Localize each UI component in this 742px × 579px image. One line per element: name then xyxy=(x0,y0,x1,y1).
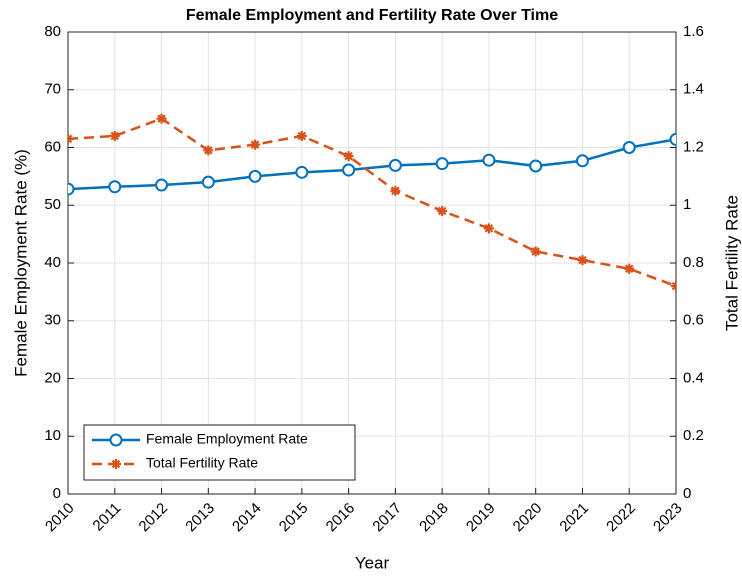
legend-box xyxy=(83,424,356,481)
x-axis-label: Year xyxy=(355,553,390,572)
legend-marker xyxy=(109,433,123,447)
y2-tick-label: 0.6 xyxy=(683,312,704,329)
marker xyxy=(530,246,541,257)
y2-tick-label: 0.2 xyxy=(683,427,704,444)
line xyxy=(68,117,676,288)
marker xyxy=(68,182,75,196)
marker xyxy=(156,113,167,124)
y-tick-label: 80 xyxy=(44,23,61,40)
y-tick-label: 70 xyxy=(44,81,61,98)
chart-title: Female Employment and Fertility Rate Ove… xyxy=(186,7,558,24)
marker xyxy=(155,178,169,192)
legend-label: Female Employment Rate xyxy=(146,431,308,447)
marker xyxy=(622,141,636,154)
y-tick-label: 40 xyxy=(44,254,61,271)
marker xyxy=(529,159,543,173)
y-tick-label: 50 xyxy=(44,196,61,213)
y2-axis-label: Total Fertility Rate xyxy=(722,195,741,331)
y2-tick-label: 0 xyxy=(683,485,691,502)
legend-label: Total Fertility Rate xyxy=(146,455,258,471)
y2-tick-label: 1.6 xyxy=(683,23,704,40)
legend-marker xyxy=(111,459,121,469)
series xyxy=(68,132,676,196)
y-tick-label: 10 xyxy=(44,427,61,444)
marker xyxy=(669,132,676,146)
y-tick-label: 60 xyxy=(44,138,61,155)
marker xyxy=(250,139,261,150)
marker xyxy=(577,255,588,266)
y2-tick-label: 1 xyxy=(683,196,691,213)
y2-tick-label: 1.4 xyxy=(683,81,704,98)
y-tick-label: 0 xyxy=(53,485,61,502)
marker xyxy=(388,158,402,172)
y2-tick-label: 0.4 xyxy=(683,369,704,386)
marker xyxy=(437,206,448,217)
y2-tick-label: 1.2 xyxy=(683,138,704,155)
marker xyxy=(435,157,449,171)
marker xyxy=(575,154,589,168)
marker xyxy=(624,263,635,274)
marker xyxy=(248,169,262,183)
marker xyxy=(109,130,120,141)
series xyxy=(68,113,676,292)
marker xyxy=(203,145,214,156)
y2-tick-label: 0.8 xyxy=(683,254,704,271)
marker xyxy=(108,180,122,194)
y-tick-label: 20 xyxy=(44,369,61,386)
marker xyxy=(295,165,309,179)
marker xyxy=(343,151,354,162)
y-axis-label: Female Employment Rate (%) xyxy=(11,149,30,377)
marker xyxy=(296,130,307,141)
line xyxy=(68,138,676,191)
marker xyxy=(201,175,215,189)
marker xyxy=(482,153,496,167)
y-tick-label: 30 xyxy=(44,312,61,329)
marker xyxy=(342,163,356,177)
marker xyxy=(483,223,494,234)
marker xyxy=(390,185,401,196)
